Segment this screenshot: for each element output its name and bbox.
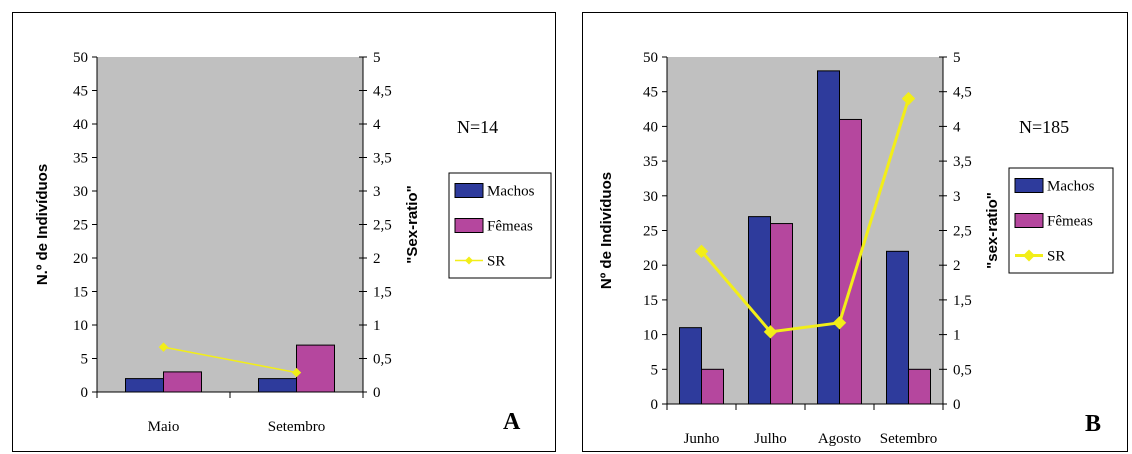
y2-axis-title: "sex-ratio": [984, 192, 1001, 269]
y2-tick-label: 2: [953, 258, 961, 274]
sr-point: [832, 316, 847, 330]
sr-point: [763, 325, 778, 339]
y2-tick-label: 1,5: [953, 293, 972, 309]
y-tick-label: 45: [73, 84, 88, 100]
y2-tick-label: 2: [373, 251, 381, 267]
y2-tick-label: 3: [373, 184, 381, 200]
y-tick-label: 40: [643, 119, 658, 135]
bar-machos: [886, 250, 909, 405]
panel-letter: A: [503, 409, 521, 435]
legend-label: Machos: [1047, 179, 1095, 195]
y2-tick-label: 4,5: [373, 84, 392, 100]
bar-femeas: [296, 344, 335, 393]
legend-swatch-machos: [454, 183, 484, 198]
sr-point: [901, 91, 916, 106]
chart-a-svg: 0 5 10 15 20 25 30 35 40 45 50 0 0,5 1 1,5 2 2,5 3 3,5 4 4,5…: [34, 50, 552, 435]
sr-point: [694, 244, 709, 259]
y2-tick-label: 4: [373, 117, 381, 133]
y-axis-title: Nº de Indivíduos: [598, 172, 615, 289]
chart-panel-a: 0 5 10 15 20 25 30 35 40 45 50 0 0,5 1 1,5 2 2,5 3 3,5 4 4,5…: [12, 12, 556, 452]
y2-tick-label: 5: [373, 50, 381, 66]
plot-area: [97, 57, 363, 392]
bar-machos: [125, 378, 164, 393]
bar-machos: [817, 70, 840, 405]
x-tick-label: Junho: [684, 431, 720, 447]
chart-panel-b: 0 5 10 15 20 25 30 35 40 45 50 0 0,5 1 1,5 2 2,5 3 3,5 4 4,5…: [582, 12, 1128, 452]
bar-femeas: [839, 118, 862, 405]
y2-tick-label: 0: [953, 397, 961, 413]
legend-swatch-femeas: [1014, 213, 1044, 228]
y-tick-label: 35: [643, 154, 658, 170]
sr-line: [163, 346, 297, 374]
bar-femeas: [701, 368, 724, 405]
y2-tick-label: 0,5: [953, 362, 972, 378]
y-tick-label: 50: [73, 50, 88, 66]
y2-tick-label: 3: [953, 189, 961, 205]
n-count-label: N=185: [1019, 117, 1069, 137]
legend-swatch-machos: [1014, 178, 1044, 193]
y-tick-label: 25: [643, 224, 658, 240]
y-tick-label: 45: [643, 85, 658, 101]
x-tick-label: Julho: [754, 431, 787, 447]
y2-tick-label: 1: [953, 328, 961, 344]
legend-label: Fêmeas: [1047, 214, 1093, 230]
y-tick-label: 5: [651, 362, 659, 378]
y2-axis-title: "Sex-ratio": [404, 185, 421, 263]
y2-tick-label: 2,5: [953, 224, 972, 240]
y2-tick-label: 3,5: [953, 154, 972, 170]
y-tick-label: 35: [73, 151, 88, 167]
y2-tick-label: 1: [373, 318, 381, 334]
legend-sr-marker: [1023, 249, 1035, 262]
y-tick-label: 30: [643, 189, 658, 205]
y-tick-label: 10: [643, 328, 658, 344]
y-tick-label: 30: [73, 184, 88, 200]
legend-label: SR: [1047, 249, 1065, 265]
n-count-label: N=14: [457, 117, 498, 137]
y-tick-label: 5: [81, 352, 89, 368]
legend-swatch-femeas: [454, 218, 484, 233]
y2-tick-label: 2,5: [373, 218, 392, 234]
chart-b-svg: 0 5 10 15 20 25 30 35 40 45 50 0 0,5 1 1,5 2 2,5 3 3,5 4 4,5…: [598, 50, 1114, 447]
y-tick-label: 15: [643, 293, 658, 309]
bar-femeas: [163, 371, 202, 393]
y2-tick-label: 3,5: [373, 151, 392, 167]
legend-label: Fêmeas: [487, 219, 533, 235]
y-tick-label: 15: [73, 285, 88, 301]
x-tick-label: Setembro: [268, 419, 326, 435]
bar-femeas: [908, 368, 931, 405]
sr-point: [158, 342, 169, 352]
y2-tick-label: 1,5: [373, 285, 392, 301]
y2-tick-label: 0: [373, 385, 381, 401]
y2-tick-label: 4: [953, 119, 961, 135]
legend-label: SR: [487, 254, 505, 270]
x-tick-label: Maio: [148, 419, 180, 435]
bar-machos: [258, 378, 297, 393]
y2-tick-label: 4,5: [953, 85, 972, 101]
y-tick-label: 0: [651, 397, 659, 413]
sr-point: [291, 367, 302, 378]
legend-label: Machos: [487, 184, 535, 200]
legend-sr-marker: [465, 256, 473, 265]
y-tick-label: 40: [73, 117, 88, 133]
y-tick-label: 20: [73, 251, 88, 267]
x-tick-label: Setembro: [880, 431, 938, 447]
y-tick-label: 0: [81, 385, 89, 401]
y-tick-label: 20: [643, 258, 658, 274]
y2-tick-label: 0,5: [373, 352, 392, 368]
bar-femeas: [770, 223, 793, 405]
y2-tick-label: 5: [953, 50, 961, 66]
bar-machos: [679, 327, 702, 405]
x-tick-label: Agosto: [818, 431, 861, 447]
y-tick-label: 50: [643, 50, 658, 66]
panel-letter: B: [1085, 411, 1101, 437]
sr-line: [700, 98, 910, 334]
y-tick-label: 25: [73, 218, 88, 234]
y-axis-title: N.º de Indivíduos: [34, 164, 51, 285]
y-tick-label: 10: [73, 318, 88, 334]
